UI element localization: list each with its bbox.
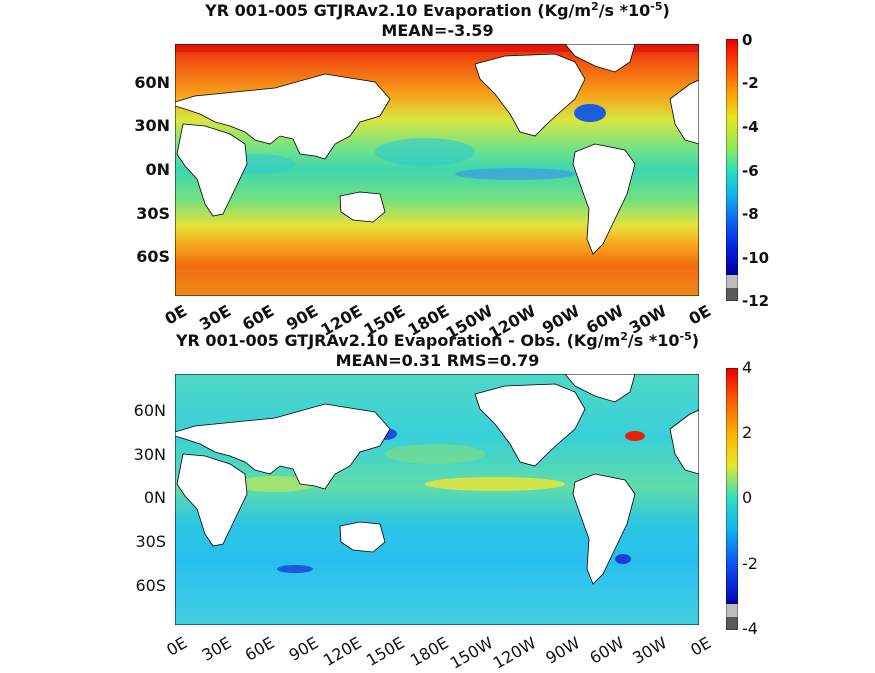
chart1-land xyxy=(175,44,699,255)
chart1-subtitle: MEAN=-3.59 xyxy=(381,21,494,40)
chart1-cbtick: -12 xyxy=(742,292,770,310)
chart1-cbtick: -6 xyxy=(742,162,759,180)
chart2-subtitle: MEAN=0.31 RMS=0.79 xyxy=(335,351,540,370)
x-tick-label: 0E xyxy=(685,301,715,329)
x-tick-label: 30W xyxy=(629,633,671,668)
chart1-title-sup2: -5 xyxy=(650,0,663,13)
chart2-cbtick: -4 xyxy=(742,619,758,638)
x-tick-label: 60W xyxy=(586,633,627,668)
chart1-map xyxy=(175,44,699,296)
x-tick-label: 180E xyxy=(406,633,452,670)
x-tick-label: 0E xyxy=(161,301,191,329)
chart1-ytick: 30N xyxy=(134,116,170,135)
chart2-ytick: 60S xyxy=(135,576,166,595)
chart2-ytick: 0N xyxy=(143,488,166,507)
chart1-ytick: 60S xyxy=(136,247,170,266)
chart2-cbtick: 2 xyxy=(742,423,753,442)
chart1-colorbar xyxy=(726,39,738,301)
chart1-title-mid: /s *10 xyxy=(598,1,651,20)
x-tick-label: 90W xyxy=(542,633,584,668)
chart2-cbtick: -2 xyxy=(742,554,758,573)
chart2-title-end: ) xyxy=(691,331,700,350)
chart2-cbtick: 0 xyxy=(742,488,753,507)
chart1-cbtick: 0 xyxy=(742,31,753,49)
chart1-cbtick: -10 xyxy=(742,249,770,267)
x-tick-label: 150E xyxy=(363,633,408,670)
chart1-ytick: 30S xyxy=(136,204,170,223)
x-tick-label: 150W xyxy=(446,633,497,673)
x-tick-label: 30E xyxy=(195,301,234,335)
chart2-title-sup2: -5 xyxy=(679,330,692,343)
chart2-colorbar xyxy=(726,368,738,630)
chart2-ytick: 30S xyxy=(135,532,166,551)
chart1-title: YR 001-005 GTJRAv2.10 Evaporation (Kg/m2… xyxy=(0,0,875,20)
chart1-cbtick: -8 xyxy=(742,205,759,223)
chart2-title-text: YR 001-005 GTJRAv2.10 Evaporation - Obs.… xyxy=(175,331,621,350)
chart2-cbtick: 4 xyxy=(742,358,753,377)
chart2-ytick: 60N xyxy=(133,401,166,420)
x-tick-label: 90E xyxy=(285,633,322,665)
chart2-land xyxy=(175,374,699,585)
chart1-title-end: ) xyxy=(662,1,670,20)
x-tick-label: 120E xyxy=(319,633,365,670)
chart2-title-mid: /s *10 xyxy=(627,331,680,350)
x-tick-label: 60E xyxy=(241,633,278,665)
chart1-cbtick: -2 xyxy=(742,74,759,92)
chart1-cbtick: -4 xyxy=(742,118,759,136)
chart2-title-sup1: 2 xyxy=(620,330,628,343)
chart1-ytick: 0N xyxy=(145,160,170,179)
x-tick-label: 60E xyxy=(239,301,278,335)
x-tick-label: 30E xyxy=(198,633,235,665)
chart1-title-text: YR 001-005 GTJRAv2.10 Evaporation (Kg/m xyxy=(205,1,592,20)
chart2-map xyxy=(175,374,699,625)
chart1-ytick: 60N xyxy=(134,73,170,92)
chart1-title-sup1: 2 xyxy=(591,0,599,13)
x-tick-label: 120W xyxy=(490,633,540,673)
chart2-ytick: 30N xyxy=(133,445,166,464)
x-tick-label: 90E xyxy=(282,301,322,335)
chart2-title: YR 001-005 GTJRAv2.10 Evaporation - Obs.… xyxy=(0,330,875,350)
